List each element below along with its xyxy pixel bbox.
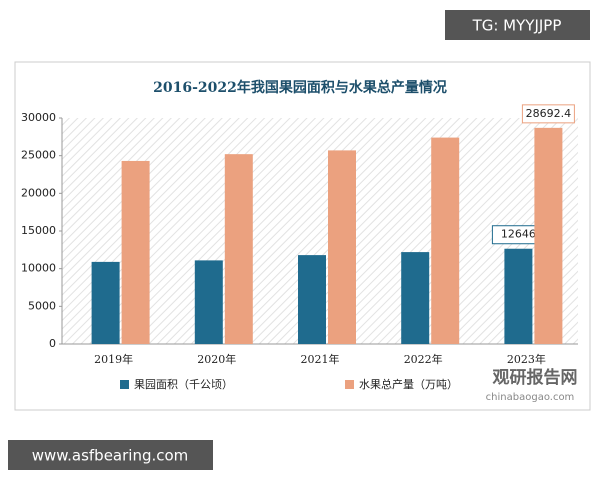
legend-label: 水果总产量（万吨） [359, 377, 458, 391]
x-tick-label: 2021年 [301, 352, 340, 366]
logo: 观研报告网 [492, 367, 578, 388]
y-tick-label: 15000 [21, 224, 56, 237]
chart-title: 2016-2022年我国果园面积与水果总产量情况 [153, 79, 447, 96]
legend-swatch [120, 380, 129, 389]
logo-url: chinabaogao.com [486, 392, 575, 403]
x-tick-label: 2022年 [404, 352, 443, 366]
bar [328, 150, 356, 344]
y-tick-label: 25000 [21, 149, 56, 162]
bar [298, 255, 326, 344]
bar [534, 127, 563, 344]
x-tick-label: 2019年 [94, 352, 133, 366]
y-tick-label: 30000 [21, 111, 56, 124]
bar [401, 252, 430, 344]
y-tick-label: 10000 [21, 262, 56, 275]
bar [194, 260, 223, 344]
bar [91, 261, 120, 344]
legend-label: 果园面积（千公顷） [134, 378, 233, 391]
bar [431, 137, 460, 344]
bar [504, 248, 533, 344]
watermark-box [445, 10, 590, 40]
bar [224, 154, 253, 344]
data-label-box [521, 104, 575, 124]
bar [121, 160, 150, 344]
x-tick-label: 2023年 [507, 352, 546, 366]
data-label: 28692.4 [526, 107, 572, 120]
y-tick-label: 20000 [21, 186, 56, 199]
legend-swatch [345, 380, 354, 389]
watermark: TG: MYYJJPP [472, 17, 562, 35]
x-tick-label: 2020年 [197, 352, 236, 366]
watermark: www.asfbearing.com [32, 447, 189, 465]
watermark-box [8, 440, 213, 470]
y-tick-label: 0 [49, 337, 56, 350]
data-label: 12646 [501, 228, 536, 241]
y-tick-label: 5000 [28, 299, 56, 312]
